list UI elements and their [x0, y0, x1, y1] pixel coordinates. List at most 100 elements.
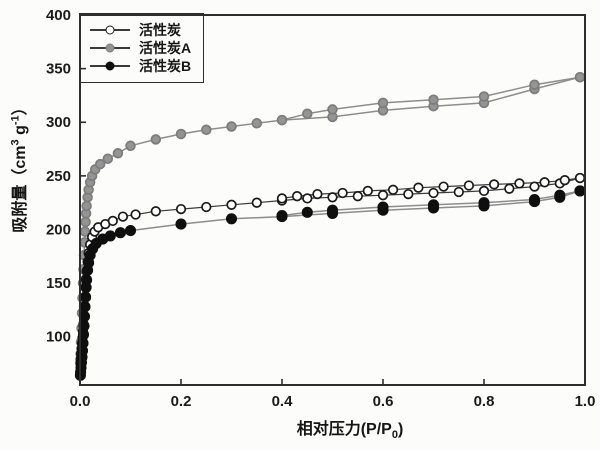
series-activated-carbon-a-marker — [112, 148, 124, 159]
series-activated-carbon-marker — [130, 209, 141, 220]
series-activated-carbon-marker — [201, 201, 212, 213]
x-tick-label: 1.0 — [575, 393, 596, 410]
series-activated-carbon-marker — [251, 197, 262, 208]
series-activated-carbon-marker — [302, 193, 313, 204]
y-tick-label: 300 — [46, 114, 71, 131]
series-activated-carbon-b-marker — [326, 204, 339, 216]
series-activated-carbon-a-marker — [574, 71, 586, 83]
series-activated-carbon-marker — [291, 191, 303, 202]
x-axis-label: 相对压力(P/P0) — [296, 421, 404, 442]
plot-frame — [79, 14, 586, 386]
series-activated-carbon-marker — [117, 211, 129, 222]
y-tick-label: 200 — [46, 221, 71, 238]
y-tick-label: 250 — [46, 168, 71, 185]
series-activated-carbon-marker — [463, 180, 475, 191]
x-tick-label: 0.6 — [373, 393, 394, 410]
series-activated-carbon-marker — [438, 181, 449, 192]
series-activated-carbon-b-marker — [79, 301, 91, 313]
series-activated-carbon-a-marker — [125, 140, 136, 152]
series-activated-carbon-a-marker — [478, 91, 490, 102]
series-activated-carbon-a-marker — [251, 118, 263, 129]
series-activated-carbon-marker — [312, 188, 323, 200]
series-activated-carbon-a-marker — [175, 128, 187, 140]
series-activated-carbon-a-marker — [302, 108, 313, 119]
series-activated-carbon-b-marker — [554, 189, 566, 201]
series-activated-carbon-marker — [529, 181, 540, 192]
series-activated-carbon-a-marker — [529, 79, 540, 90]
series-activated-carbon-b-marker — [225, 213, 238, 225]
series-activated-carbon-marker — [478, 185, 490, 197]
series-activated-carbon-b-marker — [80, 291, 92, 303]
series-activated-carbon-marker — [377, 190, 389, 201]
series-activated-carbon-a-marker — [377, 97, 389, 109]
series-activated-carbon-b-marker — [427, 199, 440, 211]
series-activated-carbon-a-marker — [150, 134, 162, 145]
series-activated-carbon-marker — [574, 172, 586, 184]
legend-line-sample — [90, 25, 130, 35]
legend-item-activated-carbon-b: 活性炭B — [90, 57, 203, 75]
legend-label: 活性炭 — [139, 22, 181, 38]
series-activated-carbon-a-marker — [81, 200, 92, 212]
series-activated-carbon-marker — [488, 179, 500, 190]
series-activated-carbon-marker — [403, 188, 414, 200]
series-activated-carbon-marker — [559, 175, 570, 186]
x-tick-label: 0.2 — [171, 393, 192, 410]
legend: 活性炭活性炭A 活性炭B — [79, 13, 204, 83]
series-activated-carbon-marker — [107, 215, 118, 227]
series-activated-carbon-a-marker — [201, 124, 212, 136]
series-activated-carbon-a-marker — [327, 104, 338, 115]
y-tick-label: 400 — [46, 7, 71, 24]
series-activated-carbon-marker — [539, 177, 550, 188]
x-axis-ticks: 0.0 0.2 0.4 0.6 0.8 1.0 — [70, 379, 596, 410]
series-activated-carbon-marker — [352, 191, 363, 202]
legend-line-sample — [90, 43, 130, 53]
series-activated-carbon-marker — [387, 184, 399, 195]
series-activated-carbon-marker — [413, 182, 424, 193]
legend-item-activated-carbon: 活性炭 — [90, 21, 203, 39]
open-circle-icon — [105, 25, 115, 35]
series-activated-carbon-marker — [514, 178, 525, 189]
series-activated-carbon-b-marker — [175, 218, 187, 230]
series-activated-carbon-b-marker — [81, 274, 93, 286]
series-activated-carbon-b-marker — [276, 210, 288, 222]
series-activated-carbon-marker — [453, 186, 464, 198]
series-activated-carbon-a-marker — [428, 94, 439, 105]
y-tick-label: 100 — [46, 329, 71, 346]
series-activated-carbon-marker — [276, 193, 288, 204]
y-axis-label: 吸附量（cm3 g-1） — [9, 99, 29, 233]
series-activated-carbon-marker — [327, 192, 338, 203]
series-activated-carbon-marker — [428, 187, 439, 199]
series-activated-carbon-b-marker — [104, 230, 116, 242]
series-activated-carbon-a-marker — [80, 216, 91, 228]
series-activated-carbon — [75, 172, 586, 369]
legend-label: 活性炭A — [139, 40, 192, 56]
series-activated-carbon-b-marker — [478, 197, 490, 209]
series-activated-carbon-marker — [504, 183, 515, 194]
series-activated-carbon-b — [74, 185, 586, 381]
series-activated-carbon-marker — [337, 187, 348, 199]
series-activated-carbon-b-marker — [574, 185, 586, 197]
filled-circle-icon — [105, 43, 115, 53]
series-activated-carbon-marker — [150, 206, 161, 217]
filled-circle-icon — [105, 61, 115, 71]
series-activated-carbon-b-marker — [301, 206, 313, 218]
legend-label: 活性炭B — [139, 58, 192, 74]
series-activated-carbon-b-marker — [124, 225, 137, 237]
y-tick-label: 350 — [46, 61, 71, 78]
x-tick-label: 0.4 — [272, 393, 294, 410]
series-activated-carbon-a-marker — [102, 153, 114, 164]
x-tick-label: 0.0 — [70, 393, 91, 410]
legend-item-activated-carbon-a: 活性炭A — [90, 39, 203, 57]
series-activated-carbon-a-marker — [94, 158, 106, 170]
y-axis-ticks: 100 150 200 250 300 350 400 — [46, 7, 86, 346]
series-activated-carbon-a-marker — [226, 121, 237, 132]
legend-line-sample — [90, 61, 130, 71]
series-activated-carbon-b-marker — [78, 310, 91, 322]
series-activated-carbon-b-adsorption-line — [79, 190, 581, 376]
series-activated-carbon-a-marker — [276, 114, 288, 126]
x-tick-label: 0.8 — [474, 393, 495, 410]
series-activated-carbon-b-marker — [114, 227, 126, 239]
y-tick-label: 150 — [46, 275, 71, 292]
